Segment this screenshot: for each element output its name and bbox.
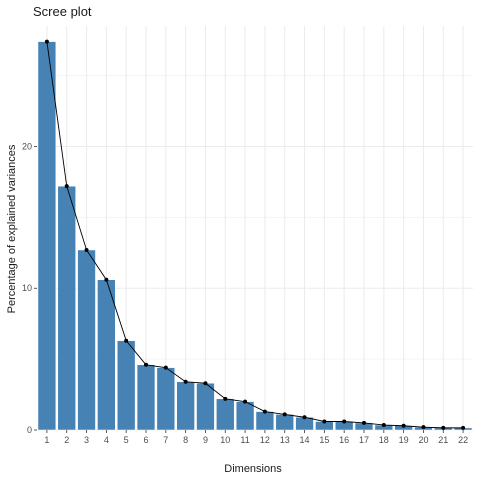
x-tick-label: 16 — [339, 435, 349, 445]
point-15 — [322, 419, 327, 424]
bar-6 — [136, 364, 156, 431]
point-22 — [461, 425, 466, 430]
point-17 — [362, 420, 366, 425]
x-tick-label: 17 — [359, 435, 369, 445]
bar-10 — [216, 398, 235, 431]
y-tick-label: 10 — [22, 283, 32, 293]
point-18 — [381, 423, 386, 428]
x-tick-label: 7 — [163, 435, 168, 445]
point-16 — [342, 419, 347, 424]
point-19 — [401, 423, 406, 428]
bar-8 — [176, 381, 195, 431]
point-1 — [44, 39, 49, 44]
point-10 — [223, 396, 228, 401]
chart-title: Scree plot — [33, 4, 92, 19]
bar-7 — [156, 367, 175, 431]
point-5 — [124, 338, 129, 343]
x-tick-label: 5 — [124, 435, 129, 445]
bar-11 — [235, 401, 255, 431]
x-tick-label: 20 — [418, 435, 428, 445]
x-tick-label: 13 — [280, 435, 290, 445]
point-14 — [302, 415, 307, 420]
x-tick-label: 15 — [319, 435, 329, 445]
trend-line — [44, 39, 466, 430]
x-tick-label: 19 — [399, 435, 409, 445]
bar-13 — [275, 414, 294, 431]
bar-1 — [37, 41, 57, 431]
bar-2 — [57, 185, 76, 431]
y-axis: 0 10 20 — [22, 141, 37, 435]
point-13 — [282, 412, 287, 417]
bars — [37, 41, 473, 431]
point-21 — [441, 425, 446, 430]
point-11 — [243, 399, 248, 404]
x-tick-label: 1 — [44, 435, 49, 445]
point-12 — [262, 409, 267, 414]
x-tick-label: 11 — [240, 435, 249, 445]
x-tick-label: 18 — [379, 435, 389, 445]
x-tick-label: 8 — [183, 435, 188, 445]
bar-12 — [255, 411, 275, 431]
point-8 — [183, 379, 188, 384]
x-tick-label: 22 — [458, 435, 468, 445]
point-2 — [64, 184, 69, 189]
bar-9 — [196, 382, 215, 431]
y-tick-label: 0 — [27, 425, 32, 435]
x-tick-label: 3 — [84, 435, 89, 445]
y-axis-label: Percentage of explained variances — [6, 144, 18, 313]
x-axis-label: Dimensions — [224, 463, 282, 475]
point-4 — [104, 277, 109, 282]
point-3 — [84, 247, 89, 252]
x-tick-label: 6 — [143, 435, 148, 445]
bar-4 — [97, 279, 116, 431]
x-tick-label: 4 — [104, 435, 109, 445]
x-tick-label: 14 — [300, 435, 310, 445]
x-tick-label: 21 — [438, 435, 448, 445]
bar-3 — [77, 249, 96, 431]
grid — [37, 26, 473, 431]
x-tick-label: 12 — [260, 435, 270, 445]
point-6 — [144, 362, 148, 367]
x-axis: 1 2 3 4 5 6 7 8 9 10 11 12 13 14 15 16 17 18 19 20 21 22 — [44, 430, 468, 445]
trend-polyline — [46, 41, 464, 429]
point-9 — [203, 381, 208, 386]
point-7 — [163, 365, 168, 370]
x-tick-label: 10 — [220, 435, 230, 445]
point-20 — [421, 425, 426, 430]
y-tick-label: 20 — [22, 141, 32, 151]
x-tick-label: 2 — [64, 435, 69, 445]
x-tick-label: 9 — [203, 435, 208, 445]
bar-5 — [117, 340, 136, 431]
